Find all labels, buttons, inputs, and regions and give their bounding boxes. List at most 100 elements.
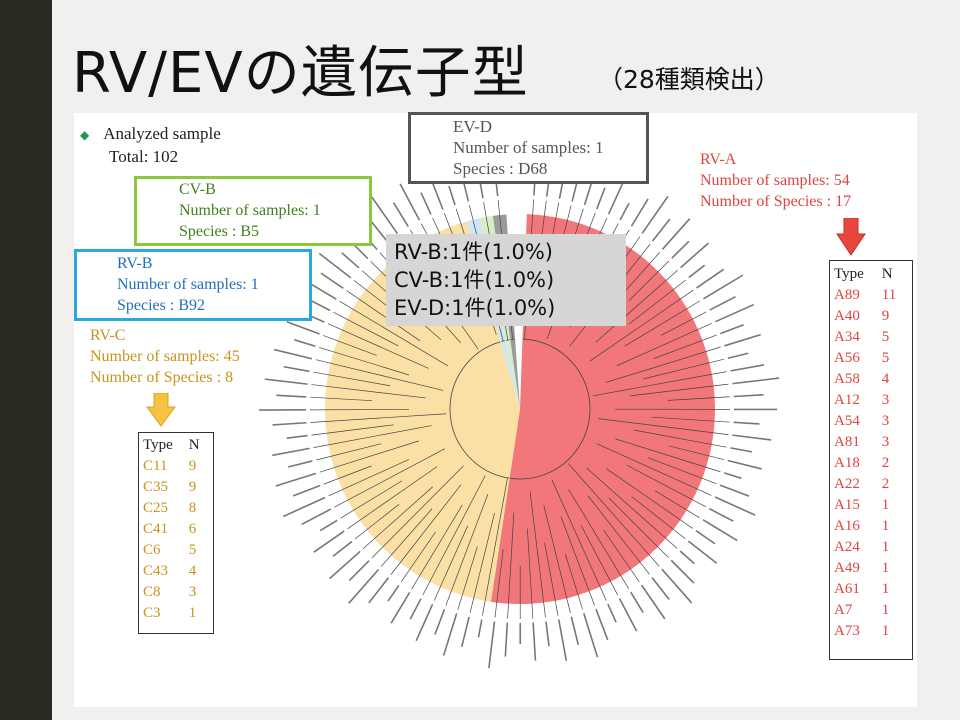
rv-c-species: Number of Species : 8 [90,369,234,386]
rv-c-type-row: C6 5 [139,540,204,561]
rv-a-count-cell: 1 [881,623,890,639]
rv-c-type-row: C3 1 [139,603,204,624]
rv-c-type-cell: C3 [143,605,161,621]
rv-a-type-row: A22 2 [830,474,900,495]
rv-a-type-cell: A58 [834,371,860,387]
rv-c-name: RV-C [90,327,126,344]
rv-c-count-cell: 3 [188,584,197,600]
rv-a-samples: Number of samples: 54 [700,172,850,189]
rv-a-count-cell: 1 [881,497,890,513]
rv-a-type-row: A24 1 [830,537,900,558]
rv-a-type-cell: A15 [834,497,860,513]
rv-a-count-cell: 1 [881,602,890,618]
rv-c-type-cell: C11 [143,458,168,474]
rv-a-arrow-icon [836,218,866,256]
rv-a-count-cell: 2 [881,455,890,471]
ev-d-species: Species : D68 [453,159,548,178]
rv-c-type-row: C8 3 [139,582,204,603]
rv-a-type-table: Type N A89 11 A40 9 A34 5 A56 5 A58 4 A12 3 A54 3 A81 3… [829,260,913,660]
rv-a-type-header: Type [834,266,864,282]
rv-a-type-cell: A61 [834,581,860,597]
rv-a-count-cell: 1 [881,560,890,576]
rv-c-count-cell: 1 [188,605,197,621]
cv-b-info-box: CV-B Number of samples: 1 Species : B5 [134,176,372,246]
rv-c-info: RV-C Number of samples: 45 Number of Spe… [90,325,240,388]
rv-a-n-header: N [881,266,893,282]
rv-a-count-cell: 11 [881,287,897,303]
rv-a-type-row: A12 3 [830,390,900,411]
rv-a-type-row: A58 4 [830,369,900,390]
rv-a-type-cell: A81 [834,434,860,450]
rv-a-type-row: A89 11 [830,285,900,306]
clade-branches-rv-c [258,174,510,656]
rv-a-type-row: A54 3 [830,411,900,432]
rv-a-type-cell: A18 [834,455,860,471]
rv-c-type-table: Type N C11 9 C35 9 C25 8 C41 6 C6 5 C43 4 C8 3 C3 1 [138,432,214,634]
cv-b-name: CV-B [179,181,216,198]
rv-a-count-cell: 5 [881,329,890,345]
rv-a-species: Number of Species : 17 [700,193,852,210]
slide-subtitle: （28種類検出） [598,65,780,94]
rv-c-type-cell: C35 [143,479,169,495]
summary-rv-b: RV-B:1件(1.0%) [394,240,553,264]
rv-c-count-cell: 9 [188,479,197,495]
rv-a-type-row: A18 2 [830,453,900,474]
rv-a-count-cell: 1 [881,518,890,534]
rv-c-count-cell: 8 [188,500,197,516]
rv-c-type-row: C43 4 [139,561,204,582]
rv-a-count-cell: 1 [881,581,890,597]
cv-b-samples: Number of samples: 1 [179,202,321,219]
analyzed-sample-block: ◆ Analyzed sample Total: 102 [80,123,221,168]
analyzed-heading: Analyzed sample [103,124,221,143]
rv-a-count-cell: 3 [881,434,890,450]
rv-a-type-cell: A73 [834,623,860,639]
rv-a-type-cell: A22 [834,476,860,492]
rv-c-n-header: N [188,437,200,453]
rv-a-type-row: A40 9 [830,306,900,327]
rv-c-count-cell: 4 [188,563,197,579]
summary-cv-b: CV-B:1件(1.0%) [394,268,555,292]
rv-b-name: RV-B [117,255,153,272]
rv-c-type-row: C41 6 [139,519,204,540]
rv-c-count-cell: 9 [188,458,197,474]
rv-b-info-box: RV-B Number of samples: 1 Species : B92 [74,249,312,321]
rv-c-type-header: Type [143,437,173,453]
ev-d-samples: Number of samples: 1 [453,138,604,157]
rv-a-name: RV-A [700,151,737,168]
rv-a-type-cell: A12 [834,392,860,408]
rv-c-samples: Number of samples: 45 [90,348,240,365]
rv-a-type-cell: A89 [834,287,860,303]
slide-title: RV/EVの遺伝子型 [72,41,529,106]
rv-a-type-row: A15 1 [830,495,900,516]
rv-c-arrow-icon [146,393,176,427]
rv-a-type-row: A7 1 [830,600,900,621]
rv-a-count-cell: 9 [881,308,890,324]
rv-a-type-row: A34 5 [830,327,900,348]
rv-c-type-row: C25 8 [139,498,204,519]
rv-a-type-cell: A24 [834,539,860,555]
phylogenetic-figure: ◆ Analyzed sample Total: 102 EV-D Number … [74,112,917,707]
rv-a-type-row: A73 1 [830,621,900,642]
rv-b-samples: Number of samples: 1 [117,276,259,293]
rv-c-type-row: C11 9 [139,456,204,477]
rv-a-type-cell: A40 [834,308,860,324]
rv-a-count-cell: 3 [881,392,890,408]
cv-b-species: Species : B5 [179,223,259,240]
rv-c-type-cell: C43 [143,563,169,579]
rv-b-species: Species : B92 [117,297,205,314]
rv-a-type-cell: A16 [834,518,860,534]
rv-c-count-cell: 5 [188,542,197,558]
rv-a-type-cell: A7 [834,602,853,618]
rv-c-type-cell: C6 [143,542,161,558]
rv-a-type-cell: A54 [834,413,860,429]
summary-ev-d: EV-D:1件(1.0%) [394,296,556,320]
rv-a-type-row: A56 5 [830,348,900,369]
rv-c-type-cell: C8 [143,584,161,600]
rv-a-count-cell: 4 [881,371,890,387]
slide-accent-bar [0,0,52,720]
rv-a-type-row: A61 1 [830,579,900,600]
rv-c-type-cell: C41 [143,521,169,537]
ev-d-info-box: EV-D Number of samples: 1 Species : D68 [408,112,649,184]
rv-c-count-cell: 6 [188,521,197,537]
rv-a-type-row: A16 1 [830,516,900,537]
